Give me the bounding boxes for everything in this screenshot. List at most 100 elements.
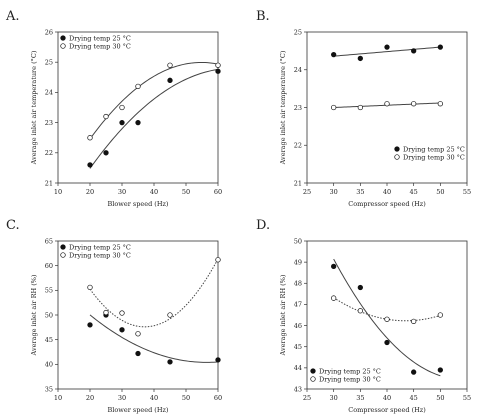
legend-label: Drying temp 25 °C bbox=[403, 145, 465, 153]
fit-line-1 bbox=[333, 258, 441, 377]
y-axis-label: Average inlet air temperature (°C) bbox=[30, 50, 38, 165]
fit-line-2 bbox=[89, 61, 218, 140]
data-point-series-2 bbox=[87, 135, 93, 141]
data-point-series-1 bbox=[167, 359, 173, 365]
y-tick-label: 47 bbox=[294, 301, 302, 309]
x-axis-label: Blower speed (Hz) bbox=[108, 406, 169, 414]
legend-marker bbox=[60, 244, 66, 250]
legend-label: Drying temp 30 °C bbox=[319, 375, 381, 383]
x-tick-label: 30 bbox=[330, 394, 338, 402]
data-point-series-2 bbox=[357, 104, 363, 111]
y-axis-label: Average inlet air RH (%) bbox=[30, 274, 38, 356]
fit-line-1 bbox=[89, 68, 218, 169]
data-point-series-2 bbox=[331, 104, 337, 111]
data-point-series-2 bbox=[119, 104, 125, 111]
legend-marker bbox=[394, 154, 400, 160]
data-point-series-2 bbox=[135, 331, 141, 337]
x-tick-label: 50 bbox=[436, 394, 444, 402]
data-point-series-2 bbox=[167, 312, 173, 318]
x-tick-label: 20 bbox=[86, 394, 94, 402]
data-point-series-2 bbox=[331, 295, 337, 301]
legend-marker bbox=[60, 35, 66, 41]
x-tick-label: 60 bbox=[214, 188, 222, 196]
x-tick-label: 50 bbox=[436, 188, 444, 196]
data-point-series-1 bbox=[87, 162, 93, 168]
x-tick-label: 40 bbox=[150, 394, 158, 402]
y-axis-label: Average inlet air temperature (°C) bbox=[279, 50, 287, 165]
data-point-series-1 bbox=[119, 119, 125, 126]
panel-d: D. 25 30 35 40 45 50 55 43 44 45 46 47 48 49 50 Compress… bbox=[256, 218, 471, 414]
y-tick-label: 65 bbox=[45, 237, 53, 245]
x-tick-label: 10 bbox=[54, 394, 62, 402]
data-point-series-2 bbox=[167, 62, 173, 68]
y-tick-label: 50 bbox=[294, 237, 302, 245]
y-tick-label: 45 bbox=[294, 343, 302, 351]
y-tick-label: 60 bbox=[45, 262, 53, 270]
data-point-series-1 bbox=[411, 48, 417, 54]
x-tick-label: 40 bbox=[150, 188, 158, 196]
x-axis-label: Compressor speed (Hz) bbox=[348, 200, 426, 208]
data-point-series-2 bbox=[215, 257, 221, 263]
y-tick-label: 55 bbox=[45, 287, 53, 295]
fit-line-2 bbox=[89, 258, 218, 328]
x-tick-label: 55 bbox=[463, 394, 471, 402]
data-point-series-1 bbox=[87, 322, 93, 328]
legend-label: Drying temp 30 °C bbox=[69, 42, 131, 50]
data-point-series-2 bbox=[215, 62, 221, 68]
data-point-series-1 bbox=[357, 55, 363, 62]
data-point-series-1 bbox=[331, 52, 337, 58]
data-point-series-1 bbox=[411, 369, 417, 375]
y-tick-label: 48 bbox=[294, 280, 302, 288]
fit-line-1 bbox=[89, 314, 218, 363]
legend-label: Drying temp 25 °C bbox=[319, 367, 381, 375]
legend-marker bbox=[60, 43, 66, 49]
data-point-series-2 bbox=[135, 83, 141, 90]
y-tick-label: 25 bbox=[294, 28, 302, 36]
panel-label: D. bbox=[256, 218, 270, 233]
x-tick-label: 30 bbox=[118, 188, 126, 196]
data-point-series-1 bbox=[215, 68, 221, 74]
x-axis-label: Compressor speed (Hz) bbox=[348, 406, 426, 414]
data-point-series-2 bbox=[384, 316, 390, 322]
data-point-series-1 bbox=[437, 367, 443, 373]
x-tick-label: 50 bbox=[182, 188, 190, 196]
panel-label: A. bbox=[5, 9, 20, 24]
y-tick-label: 21 bbox=[294, 179, 302, 187]
data-point-series-2 bbox=[87, 284, 93, 291]
x-tick-label: 20 bbox=[86, 188, 94, 196]
y-tick-label: 50 bbox=[45, 311, 53, 319]
panel-a: A. 10 20 30 40 50 60 21 22 23 24 25 26 Blower speed (… bbox=[5, 9, 222, 208]
y-tick-label: 24 bbox=[294, 66, 302, 74]
panel-b: B. 25 30 35 40 45 50 55 21 22 23 24 25 Compressor spe… bbox=[256, 9, 471, 208]
data-point-series-1 bbox=[167, 77, 173, 83]
plot-frame bbox=[57, 240, 219, 390]
data-point-series-2 bbox=[411, 318, 417, 324]
x-tick-label: 40 bbox=[383, 188, 391, 196]
plot-frame bbox=[57, 31, 219, 184]
data-point-series-2 bbox=[357, 308, 363, 314]
panel-label: B. bbox=[256, 9, 270, 24]
y-tick-label: 23 bbox=[294, 104, 302, 112]
x-tick-label: 25 bbox=[303, 188, 311, 196]
data-point-series-2 bbox=[119, 310, 125, 316]
x-tick-label: 30 bbox=[118, 394, 126, 402]
data-point-series-2 bbox=[437, 101, 443, 107]
x-tick-label: 50 bbox=[182, 394, 190, 402]
x-tick-label: 35 bbox=[356, 188, 364, 196]
y-tick-label: 23 bbox=[45, 119, 53, 127]
data-point-series-1 bbox=[331, 263, 337, 270]
x-tick-label: 45 bbox=[410, 188, 418, 196]
y-tick-label: 35 bbox=[45, 385, 53, 393]
y-tick-label: 43 bbox=[294, 385, 302, 393]
y-tick-label: 45 bbox=[45, 336, 53, 344]
x-tick-label: 55 bbox=[463, 188, 471, 196]
x-tick-label: 40 bbox=[383, 394, 391, 402]
y-tick-label: 26 bbox=[45, 28, 53, 36]
y-tick-label: 49 bbox=[294, 258, 302, 266]
legend-label: Drying temp 30 °C bbox=[403, 153, 465, 161]
data-point-series-1 bbox=[135, 119, 141, 126]
legend-label: Drying temp 25 °C bbox=[69, 34, 131, 42]
